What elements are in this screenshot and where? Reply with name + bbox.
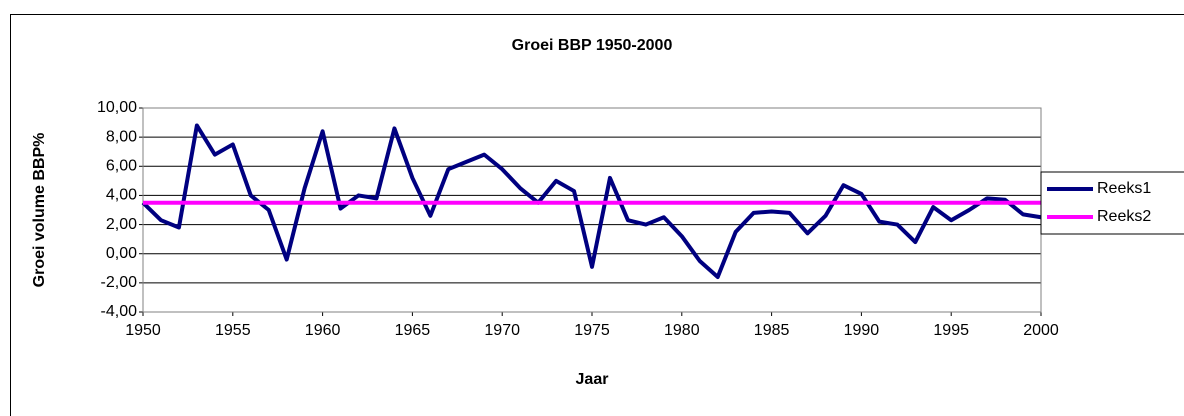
chart-area bbox=[10, 14, 1184, 416]
y-tick-label: 2,00 bbox=[106, 216, 137, 233]
x-tick-label: 1990 bbox=[844, 322, 880, 339]
legend-box bbox=[1040, 171, 1184, 235]
legend-label: Reeks1 bbox=[1097, 180, 1151, 197]
x-tick-label: 1985 bbox=[754, 322, 790, 339]
x-tick-label: 1955 bbox=[215, 322, 251, 339]
x-tick-label: 1975 bbox=[574, 322, 610, 339]
x-tick-label: 1950 bbox=[125, 322, 161, 339]
y-tick-label: -4,00 bbox=[101, 303, 138, 320]
y-tick-label: 8,00 bbox=[106, 128, 137, 145]
legend-label: Reeks2 bbox=[1097, 208, 1151, 225]
x-axis-title: Jaar bbox=[576, 371, 609, 388]
series-line bbox=[141, 123, 1042, 280]
x-tick-label: 1965 bbox=[395, 322, 431, 339]
y-tick-label: -2,00 bbox=[101, 274, 138, 291]
x-tick-label: 1995 bbox=[933, 322, 969, 339]
x-tick-label: 1960 bbox=[305, 322, 341, 339]
x-tick-label: 1970 bbox=[484, 322, 520, 339]
y-tick-label: 4,00 bbox=[106, 187, 137, 204]
x-tick-label: 1980 bbox=[664, 322, 700, 339]
y-tick-label: 10,00 bbox=[97, 99, 137, 116]
chart-title: Groei BBP 1950-2000 bbox=[512, 37, 673, 54]
y-tick-label: 0,00 bbox=[106, 245, 137, 262]
x-tick-label: 2000 bbox=[1023, 322, 1059, 339]
y-axis-title: Groei volume BBP% bbox=[31, 133, 48, 288]
y-tick-label: 6,00 bbox=[106, 158, 137, 175]
